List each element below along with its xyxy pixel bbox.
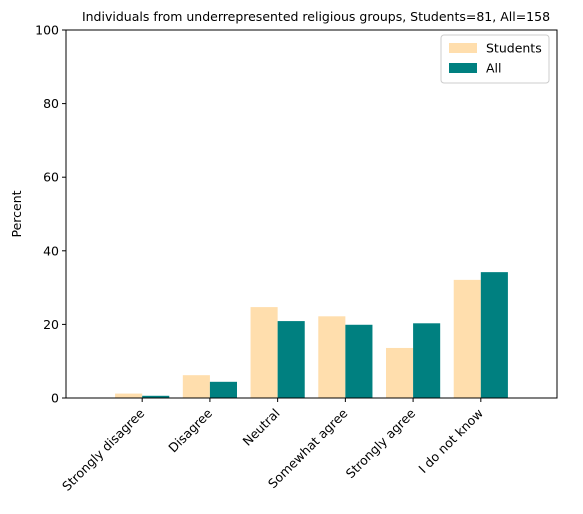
legend-label-students: Students — [486, 41, 542, 56]
x-axis: Strongly disagree Disagree NeutralSomewhat… — [59, 398, 486, 494]
y-axis: 0 20 40 60 80 100 — [35, 23, 66, 406]
chart-title: Individuals from underrepresented religi… — [82, 9, 550, 24]
x-tick-label: Disagree — [165, 405, 215, 455]
y-tick-label: 40 — [43, 243, 59, 258]
bars-group — [115, 272, 508, 398]
bar-students-0 — [115, 393, 143, 398]
bar-all-0 — [142, 395, 170, 398]
x-tick-label: Strongly disagree — [59, 405, 147, 493]
y-tick-label: 60 — [43, 170, 59, 185]
plot-frame — [65, 29, 558, 399]
x-tick-label: Neutral — [240, 406, 283, 449]
legend: Students All — [440, 34, 550, 84]
bar-students-1 — [182, 375, 210, 398]
bar-all-1 — [209, 381, 237, 398]
y-tick-label: 0 — [51, 391, 59, 406]
x-tick-label: I do not know — [415, 406, 486, 477]
y-axis-label: Percent — [9, 190, 24, 237]
x-tick-label: Strongly agree — [343, 405, 419, 481]
bar-all-4 — [413, 323, 441, 398]
legend-swatch-all — [449, 63, 477, 73]
bar-students-3 — [318, 316, 346, 398]
bar-all-5 — [480, 272, 508, 398]
bar-students-2 — [250, 307, 278, 398]
legend-swatch-students — [449, 43, 477, 53]
bar-all-3 — [345, 324, 373, 398]
legend-label-all: All — [486, 61, 502, 76]
bar-all-2 — [277, 321, 305, 398]
bar-students-5 — [453, 279, 481, 398]
y-tick-label: 80 — [43, 96, 59, 111]
bar-students-4 — [386, 347, 414, 398]
y-tick-label: 100 — [35, 23, 59, 38]
y-tick-label: 20 — [43, 317, 59, 332]
